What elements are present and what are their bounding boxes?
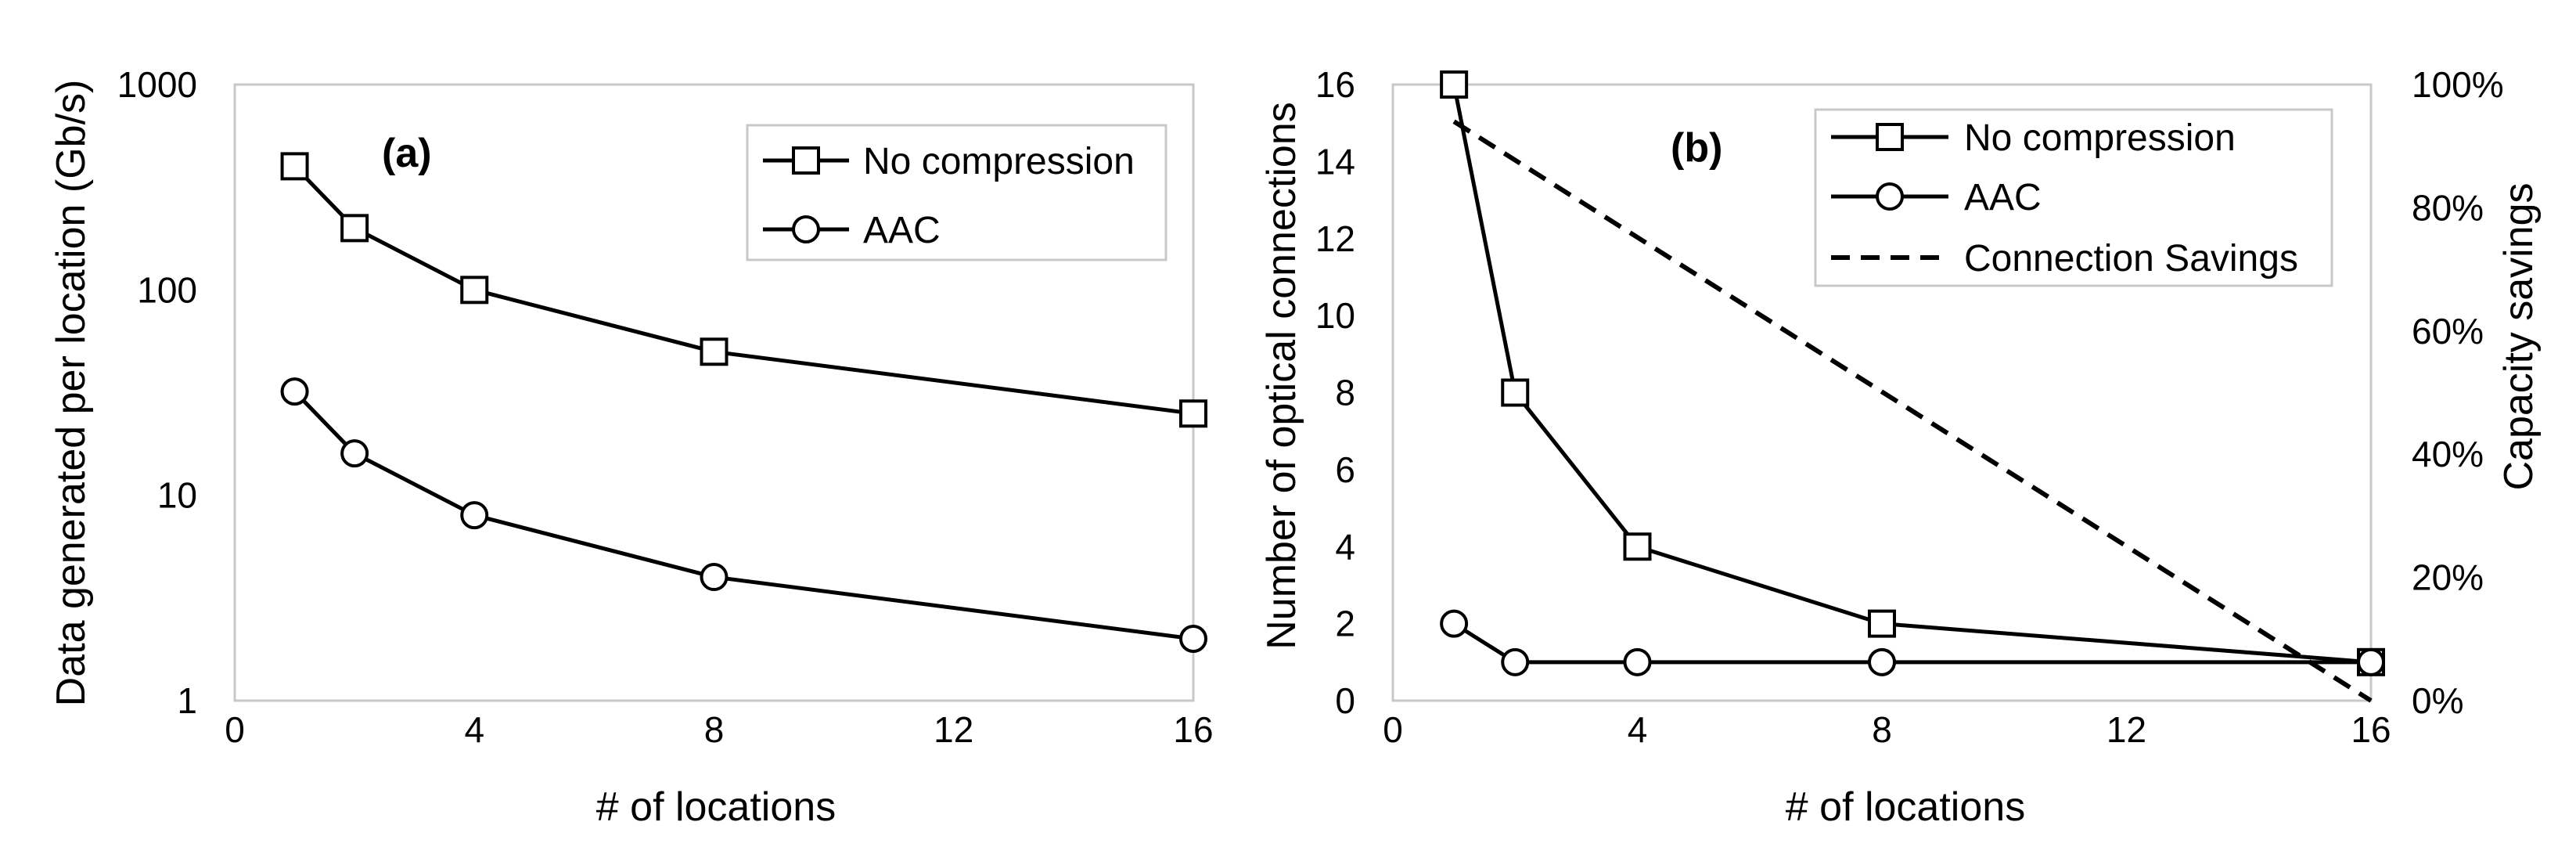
y-tick-label-b: 14 xyxy=(1315,141,1355,182)
legend-label-no-compression-a: No compression xyxy=(863,141,1135,182)
legend-entry-aac-b: AAC xyxy=(1831,177,2042,218)
y2-tick-label-b: 0% xyxy=(2412,680,2463,721)
y-tick-label-b: 16 xyxy=(1315,64,1355,105)
legend-entry-connection-savings-b: Connection Savings xyxy=(1831,238,2298,279)
data-point-no-compression-b xyxy=(1868,609,1896,638)
series-line-connection-savings-b xyxy=(1452,119,2373,703)
x-axis-title-a: # of locations xyxy=(596,784,836,830)
x-tick-label-a: 12 xyxy=(934,709,973,750)
data-point-aac-b xyxy=(1501,647,1530,676)
legend-label-no-compression-b: No compression xyxy=(1964,117,2236,159)
y-tick-label-b: 10 xyxy=(1315,295,1355,336)
plot-area-b xyxy=(1391,83,2373,702)
x-tick-label-a: 4 xyxy=(464,709,484,750)
y2-tick-label-b: 60% xyxy=(2412,311,2484,351)
data-point-aac-a xyxy=(460,501,489,530)
data-point-aac-a xyxy=(700,563,729,592)
y-tick-label-b: 6 xyxy=(1335,449,1355,490)
chart-panel-a: 0 4 8 12 16 1 10 100 1000 (a) # of locations Da… xyxy=(49,64,1214,830)
legend-circle-marker-b xyxy=(1876,182,1904,211)
data-point-aac-a xyxy=(280,377,309,406)
data-point-aac-a xyxy=(1179,625,1207,654)
y-axis-title-b: Number of optical connections xyxy=(1259,102,1304,650)
legend-label-connection-savings-b: Connection Savings xyxy=(1964,238,2298,279)
data-point-no-compression-a xyxy=(340,214,369,243)
x-tick-label-b: 12 xyxy=(2106,709,2146,750)
y-tick-label-b: 8 xyxy=(1335,373,1355,413)
data-point-no-compression-a xyxy=(1179,399,1207,428)
data-point-no-compression-b xyxy=(1440,70,1469,99)
data-point-no-compression-a xyxy=(700,337,729,366)
y2-tick-label-b: 20% xyxy=(2412,557,2484,598)
legend-entry-no-compression-b: No compression xyxy=(1831,117,2236,159)
y2-tick-label-b: 40% xyxy=(2412,434,2484,474)
legend-label-aac-a: AAC xyxy=(863,210,941,251)
y2-tick-label-b: 80% xyxy=(2412,187,2484,228)
panel-label-a: (a) xyxy=(382,131,432,176)
x-tick-label-a: 8 xyxy=(704,709,725,750)
data-point-no-compression-a xyxy=(280,152,309,181)
data-point-aac-b xyxy=(1623,647,1652,676)
data-point-no-compression-b xyxy=(1501,378,1530,407)
x-tick-label-b: 8 xyxy=(1872,709,1892,750)
plot-area-a xyxy=(233,83,1195,702)
data-point-aac-b xyxy=(1868,647,1896,676)
legend-circle-marker-a xyxy=(792,215,820,243)
legend-label-aac-b: AAC xyxy=(1964,177,2042,218)
legend-entry-no-compression-a: No compression xyxy=(763,141,1135,182)
y-tick-label-a: 100 xyxy=(137,269,197,310)
legend-square-marker-a xyxy=(792,146,820,175)
y-tick-label-a: 1000 xyxy=(117,64,197,105)
data-point-no-compression-a xyxy=(460,276,489,305)
x-tick-label-a: 0 xyxy=(225,709,245,750)
y-axis-title-a: Data generated per location (Gb/s) xyxy=(49,80,94,707)
x-tick-label-a: 16 xyxy=(1173,709,1213,750)
y2-axis-title-b: Capacity savings xyxy=(2496,182,2542,490)
chart-panel-b: 0 4 8 12 16 0 2 4 6 8 10 12 14 16 0% 20% 40% 60% 80% 100%… xyxy=(1259,64,2542,830)
y-tick-label-a: 10 xyxy=(157,475,197,516)
x-tick-label-b: 4 xyxy=(1628,709,1648,750)
legend-b: No compression AAC Connection Savings xyxy=(1814,108,2333,287)
y-tick-label-b: 2 xyxy=(1335,604,1355,644)
data-point-aac-b xyxy=(1440,609,1469,638)
data-point-aac-a xyxy=(340,439,369,468)
panel-label-b: (b) xyxy=(1671,125,1722,171)
y-tick-label-b: 0 xyxy=(1335,680,1355,721)
y-tick-label-b: 4 xyxy=(1335,526,1355,567)
y2-tick-label-b: 100% xyxy=(2412,64,2504,105)
x-tick-label-b: 0 xyxy=(1383,709,1403,750)
data-point-no-compression-b xyxy=(1623,532,1652,561)
y-tick-label-a: 1 xyxy=(177,680,197,721)
data-point-aac-b xyxy=(2357,647,2385,676)
legend-entry-aac-a: AAC xyxy=(763,210,941,251)
x-tick-label-b: 16 xyxy=(2351,709,2391,750)
x-axis-title-b: # of locations xyxy=(1786,784,2025,830)
y-tick-label-b: 12 xyxy=(1315,218,1355,259)
legend-square-marker-b xyxy=(1876,123,1904,151)
legend-a: No compression AAC xyxy=(746,124,1167,261)
